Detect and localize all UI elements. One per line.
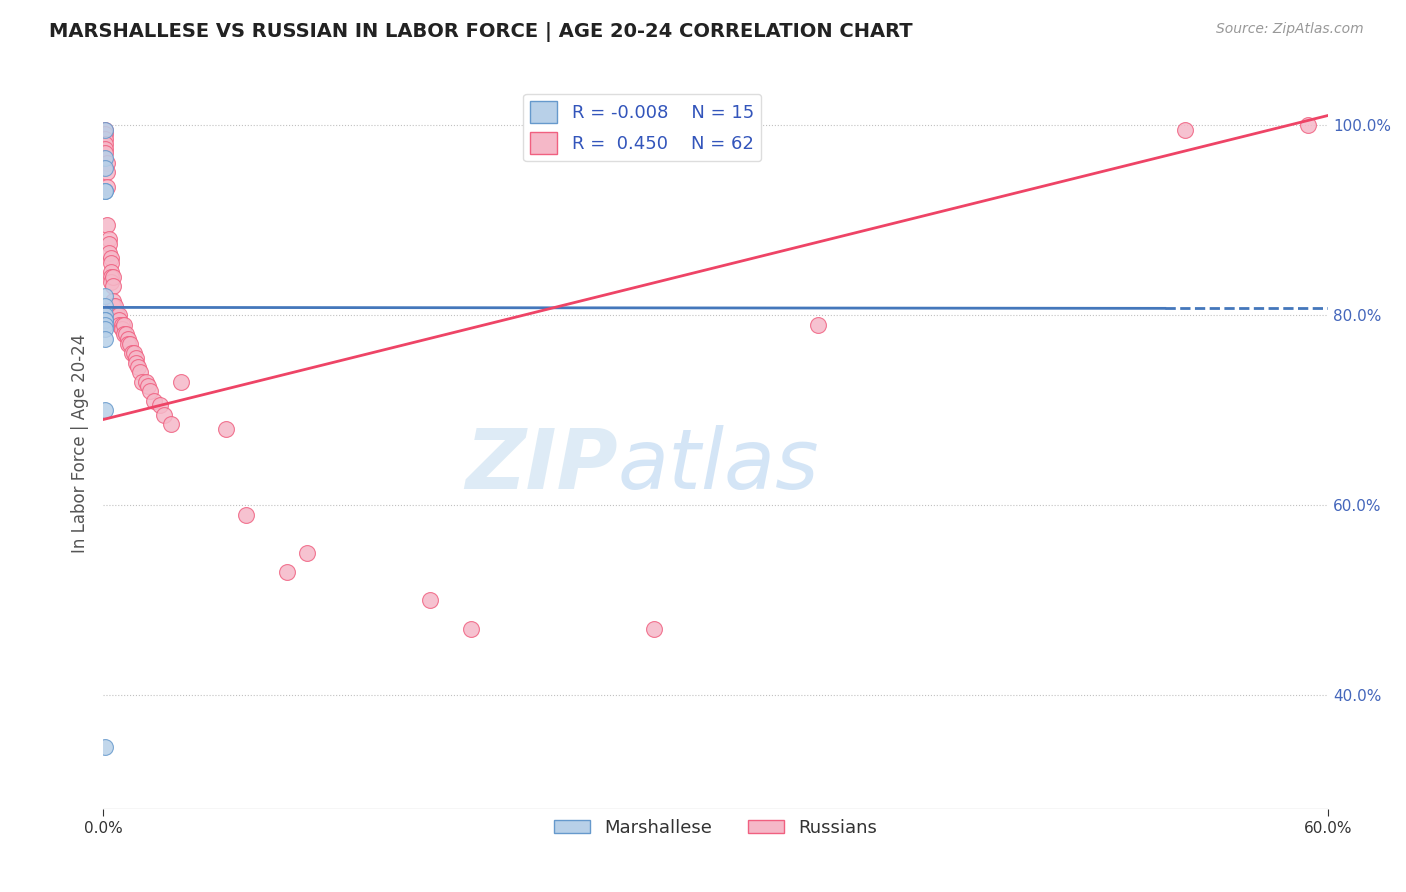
Point [94, 122, 117, 136]
Point [98, 246, 121, 260]
Point [108, 308, 131, 322]
Point [94, 403, 117, 417]
Point [94, 308, 117, 322]
Point [122, 346, 145, 360]
Point [100, 265, 122, 279]
Point [297, 545, 319, 559]
Point [112, 318, 135, 332]
Point [104, 308, 127, 322]
Point [159, 417, 181, 432]
Point [108, 312, 131, 326]
Point [276, 565, 298, 579]
Point [110, 322, 132, 336]
Text: MARSHALLESE VS RUSSIAN IN LABOR FORCE | AGE 20-24 CORRELATION CHART: MARSHALLESE VS RUSSIAN IN LABOR FORCE | … [49, 22, 912, 42]
Point [118, 336, 141, 351]
Point [125, 351, 148, 365]
Point [214, 422, 236, 436]
Point [98, 236, 121, 251]
Point [96, 156, 118, 170]
Point [127, 360, 149, 375]
Y-axis label: In Labor Force | Age 20-24: In Labor Force | Age 20-24 [72, 334, 89, 553]
Text: atlas: atlas [617, 425, 820, 506]
Point [149, 398, 172, 412]
Point [135, 375, 157, 389]
Point [94, 161, 117, 175]
Point [143, 393, 166, 408]
Point [121, 346, 143, 360]
Point [110, 318, 132, 332]
Point [94, 132, 117, 146]
Point [104, 298, 127, 312]
Point [136, 379, 159, 393]
Point [103, 279, 125, 293]
Point [1296, 118, 1319, 132]
Point [100, 251, 122, 265]
Point [94, 146, 117, 161]
Point [100, 270, 122, 285]
Point [96, 218, 118, 232]
Point [235, 508, 257, 522]
Point [153, 408, 176, 422]
Point [114, 326, 136, 341]
Point [103, 293, 125, 308]
Point [94, 312, 117, 326]
Point [107, 312, 129, 326]
Point [96, 165, 118, 179]
Point [643, 622, 665, 636]
Point [94, 185, 117, 199]
Point [94, 740, 117, 755]
Point [1174, 122, 1197, 136]
Text: ZIP: ZIP [465, 425, 617, 506]
Point [94, 322, 117, 336]
Point [117, 332, 139, 346]
Point [139, 384, 162, 398]
Point [807, 318, 830, 332]
Legend: Marshallese, Russians: Marshallese, Russians [547, 812, 884, 844]
Point [112, 326, 135, 341]
Point [94, 185, 117, 199]
Point [94, 289, 117, 303]
Point [108, 318, 131, 332]
Point [103, 270, 125, 285]
Text: Source: ZipAtlas.com: Source: ZipAtlas.com [1216, 22, 1364, 37]
Point [94, 312, 117, 326]
Point [94, 332, 117, 346]
Point [94, 318, 117, 332]
Point [94, 136, 117, 151]
Point [94, 128, 117, 142]
Point [131, 375, 153, 389]
Point [98, 232, 121, 246]
Point [128, 365, 150, 379]
Point [117, 336, 139, 351]
Point [100, 275, 122, 289]
Point [103, 298, 125, 312]
Point [94, 142, 117, 156]
Point [96, 179, 118, 194]
Point [94, 298, 117, 312]
Point [94, 151, 117, 165]
Point [419, 593, 441, 607]
Point [125, 355, 148, 369]
Point [170, 375, 193, 389]
Point [107, 308, 129, 322]
Point [460, 622, 482, 636]
Point [94, 122, 117, 136]
Point [100, 256, 122, 270]
